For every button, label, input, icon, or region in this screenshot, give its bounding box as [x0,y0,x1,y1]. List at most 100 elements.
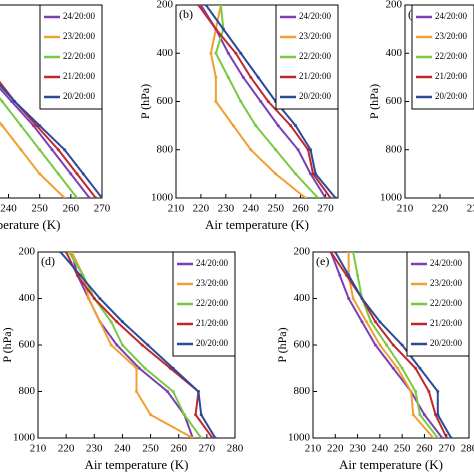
point [333,252,337,254]
point [143,366,147,370]
legend-label: 20/20:00 [435,91,468,101]
legend-label: 21/20:00 [435,71,468,81]
legend-label: 20/20:00 [196,338,229,348]
lines [329,252,453,438]
point [56,172,60,176]
legend-label: 20/20:00 [299,91,332,101]
point [266,100,270,103]
lines [59,252,217,438]
point [210,436,214,438]
x-axis-label: Air temperature (K) [85,457,189,472]
legend-label: 24/20:00 [299,11,332,21]
point [10,100,14,103]
panel: 2102202302402502602702004006008001000Air… [0,4,111,232]
point [256,75,260,79]
point [56,148,60,152]
point [409,390,413,393]
point [135,366,138,370]
point [219,5,223,7]
point [294,124,298,128]
x-tick-label: 250 [31,203,48,215]
point [316,196,320,198]
point [204,5,208,7]
point [120,320,124,324]
point [373,320,377,324]
legend-label: 20/20:00 [63,91,96,101]
point [234,51,238,55]
point [115,320,119,324]
y-tick-label: 800 [19,385,36,397]
point [360,297,364,300]
legend-label: 21/20:00 [299,71,332,81]
point [378,320,382,324]
y-tick-label: 400 [386,47,403,59]
point [356,273,360,277]
y-tick-label: 1000 [380,192,403,204]
point [209,51,213,55]
point [171,366,175,370]
point [165,390,169,393]
point [414,390,418,393]
point [427,390,431,393]
point [75,172,79,176]
point [338,273,342,277]
point [396,366,400,370]
y-tick-label: 1000 [288,432,311,444]
x-tick-label: 250 [142,443,159,455]
point [50,148,54,152]
point [347,252,351,254]
y-tick-label: 200 [157,0,174,11]
point [69,172,73,176]
x-tick-label: 220 [327,443,344,455]
point [100,196,102,198]
legend-label: 23/20:00 [435,31,468,41]
point [347,297,351,300]
legend-label: 23/20:00 [430,278,463,288]
x-tick-label: 280 [227,443,244,455]
x-tick-label: 240 [372,443,389,455]
point [385,343,389,347]
point [309,172,313,176]
legend-label: 22/20:00 [430,298,463,308]
point [391,343,395,347]
point [88,196,92,198]
point [140,343,144,347]
legend-label: 24/20:00 [196,258,229,268]
point [373,343,377,347]
x-tick-label: 240 [0,203,17,215]
point [213,436,217,438]
point [75,196,79,198]
point [347,273,351,277]
x-tick-label: 280 [461,443,474,455]
point [78,273,82,277]
point [440,436,444,438]
point [81,273,85,277]
point [434,413,438,417]
y-axis-label: P (hPa) [0,327,14,362]
point [199,436,203,438]
point [254,124,258,128]
point [19,124,23,128]
point [445,436,449,438]
panel-label: (e) [316,254,329,268]
point [171,390,175,393]
y-tick-label: 200 [294,246,311,258]
point [94,196,98,198]
point [221,27,225,31]
x-tick-label: 250 [267,203,284,215]
point [241,75,245,79]
point [64,252,68,254]
point [311,172,315,176]
legend-label: 23/20:00 [196,278,229,288]
point [418,366,422,370]
point [19,148,23,152]
y-tick-label: 600 [19,339,36,351]
y-tick-label: 1000 [151,192,174,204]
legend: 24/20:00 23/20:00 22/20:00 21/20:00 20/20:00 [39,4,103,110]
legend-label: 23/20:00 [299,31,332,41]
point [249,148,253,152]
point [75,273,79,277]
point [13,100,17,103]
